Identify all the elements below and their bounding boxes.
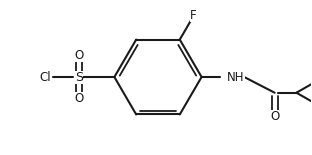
Text: Cl: Cl — [39, 71, 51, 84]
Text: F: F — [190, 9, 197, 22]
Text: NH: NH — [227, 71, 245, 84]
Text: O: O — [270, 110, 279, 123]
Text: O: O — [74, 49, 83, 62]
Text: O: O — [74, 92, 83, 105]
Text: S: S — [75, 71, 83, 84]
